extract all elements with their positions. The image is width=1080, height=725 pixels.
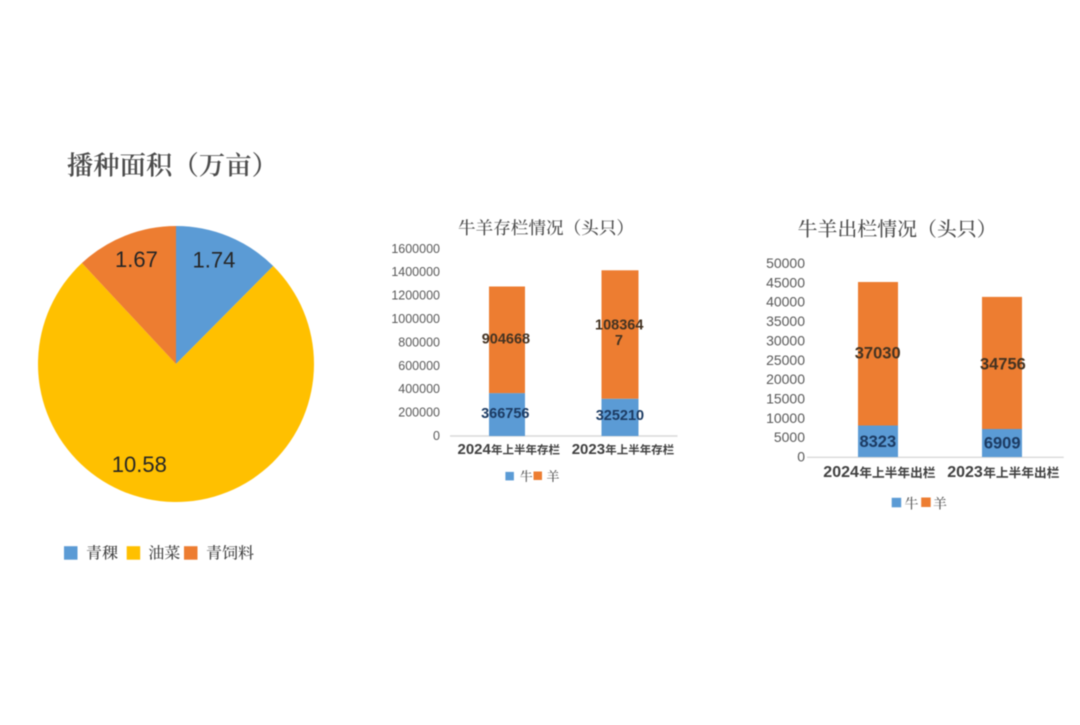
svg-text:10000: 10000 <box>766 410 805 426</box>
svg-text:10.58: 10.58 <box>112 452 167 477</box>
svg-text:2023: 2023 <box>572 441 605 458</box>
svg-text:800000: 800000 <box>398 335 440 349</box>
svg-text:20000: 20000 <box>766 371 805 387</box>
svg-text:45000: 45000 <box>766 274 805 290</box>
svg-text:1400000: 1400000 <box>391 265 440 279</box>
svg-text:366756: 366756 <box>481 406 529 422</box>
svg-text:2024: 2024 <box>823 464 859 481</box>
svg-text:1.74: 1.74 <box>192 248 235 273</box>
svg-text:6909: 6909 <box>984 435 1021 453</box>
svg-text:5000: 5000 <box>774 429 805 445</box>
svg-text:200000: 200000 <box>398 406 440 420</box>
svg-text:37030: 37030 <box>855 345 901 363</box>
svg-text:400000: 400000 <box>398 382 440 396</box>
svg-text:108364: 108364 <box>595 318 643 334</box>
svg-text:0: 0 <box>797 449 805 465</box>
svg-text:0: 0 <box>433 429 440 443</box>
svg-text:50000: 50000 <box>766 255 805 271</box>
svg-text:35000: 35000 <box>766 313 805 329</box>
svg-text:904668: 904668 <box>482 332 530 348</box>
svg-text:8323: 8323 <box>859 433 896 451</box>
svg-text:1.67: 1.67 <box>115 247 158 272</box>
svg-text:2024: 2024 <box>458 441 492 458</box>
svg-text:1000000: 1000000 <box>391 312 440 326</box>
svg-text:325210: 325210 <box>596 408 644 424</box>
svg-text:34756: 34756 <box>980 356 1026 374</box>
svg-text:30000: 30000 <box>766 332 805 348</box>
svg-text:40000: 40000 <box>766 294 805 310</box>
svg-text:15000: 15000 <box>766 390 805 406</box>
svg-text:600000: 600000 <box>398 359 440 373</box>
svg-text:25000: 25000 <box>766 352 805 368</box>
svg-text:1600000: 1600000 <box>391 242 440 256</box>
svg-text:2023: 2023 <box>947 464 983 481</box>
svg-text:7: 7 <box>615 333 623 349</box>
svg-text:1200000: 1200000 <box>391 289 440 303</box>
